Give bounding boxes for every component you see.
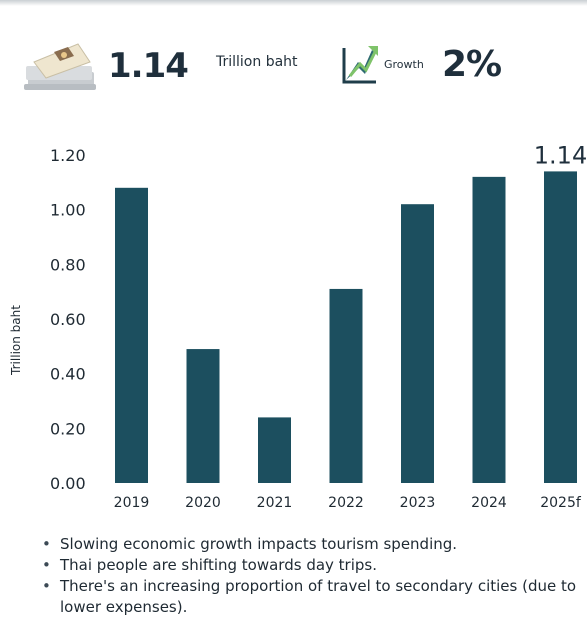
y-tick-label: 0.40: [50, 365, 86, 384]
bar-2019: [115, 187, 148, 484]
bar-2022: [329, 288, 363, 483]
y-tick-label: 0.60: [50, 310, 86, 329]
insights-list: Slowing economic growth impacts tourism …: [40, 534, 587, 618]
y-tick-labels: 1.20 1.00 0.80 0.60 0.40 0.20 0.00: [50, 146, 86, 493]
total-spending-unit: Trillion baht: [216, 54, 298, 70]
x-tick-label: 2025f: [540, 495, 582, 511]
top-divider: [0, 0, 587, 6]
bar-2020: [186, 349, 220, 483]
total-spending-stat: 1.14 Trillion baht: [20, 34, 320, 94]
bar-2024: [472, 176, 506, 483]
bars: [115, 171, 577, 484]
y-tick-label: 0.20: [50, 419, 86, 438]
x-tick-label: 2024: [471, 495, 507, 511]
x-tick-label: 2020: [185, 495, 221, 511]
x-tick-label: 2021: [257, 495, 293, 511]
x-tick-label: 2019: [114, 495, 150, 511]
bar-2025f: [544, 171, 577, 483]
growth-arrow-icon: [342, 46, 378, 84]
banknote-stack-icon: [24, 43, 96, 90]
insight-item: Slowing economic growth impacts tourism …: [42, 534, 587, 555]
data-labels: 1.14: [534, 141, 587, 169]
tourism-spending-bar-chart: Trillion baht 1.20 1.00 0.80 0.60 0.40 0.20 0.…: [9, 141, 587, 511]
x-tick-labels: 2019 2020 2021 2022 2023 2024 2025f: [114, 495, 582, 511]
bar-2023: [401, 204, 434, 483]
y-tick-label: 1.20: [50, 146, 86, 165]
y-tick-label: 0.00: [50, 474, 86, 493]
total-spending-value: 1.14: [108, 46, 189, 86]
y-tick-label: 1.00: [50, 201, 86, 220]
growth-label: Growth: [384, 58, 424, 71]
insight-item: Thai people are shifting towards day tri…: [42, 555, 587, 576]
y-tick-label: 0.80: [50, 255, 86, 274]
y-axis-title: Trillion baht: [9, 305, 23, 376]
growth-stat: Growth 2%: [338, 34, 578, 94]
bar-2021: [258, 417, 291, 483]
insight-item: There's an increasing proportion of trav…: [42, 576, 587, 618]
x-tick-label: 2022: [328, 495, 364, 511]
growth-value: 2%: [442, 44, 502, 85]
x-tick-label: 2023: [400, 495, 436, 511]
data-label-2025f: 1.14: [534, 141, 587, 169]
